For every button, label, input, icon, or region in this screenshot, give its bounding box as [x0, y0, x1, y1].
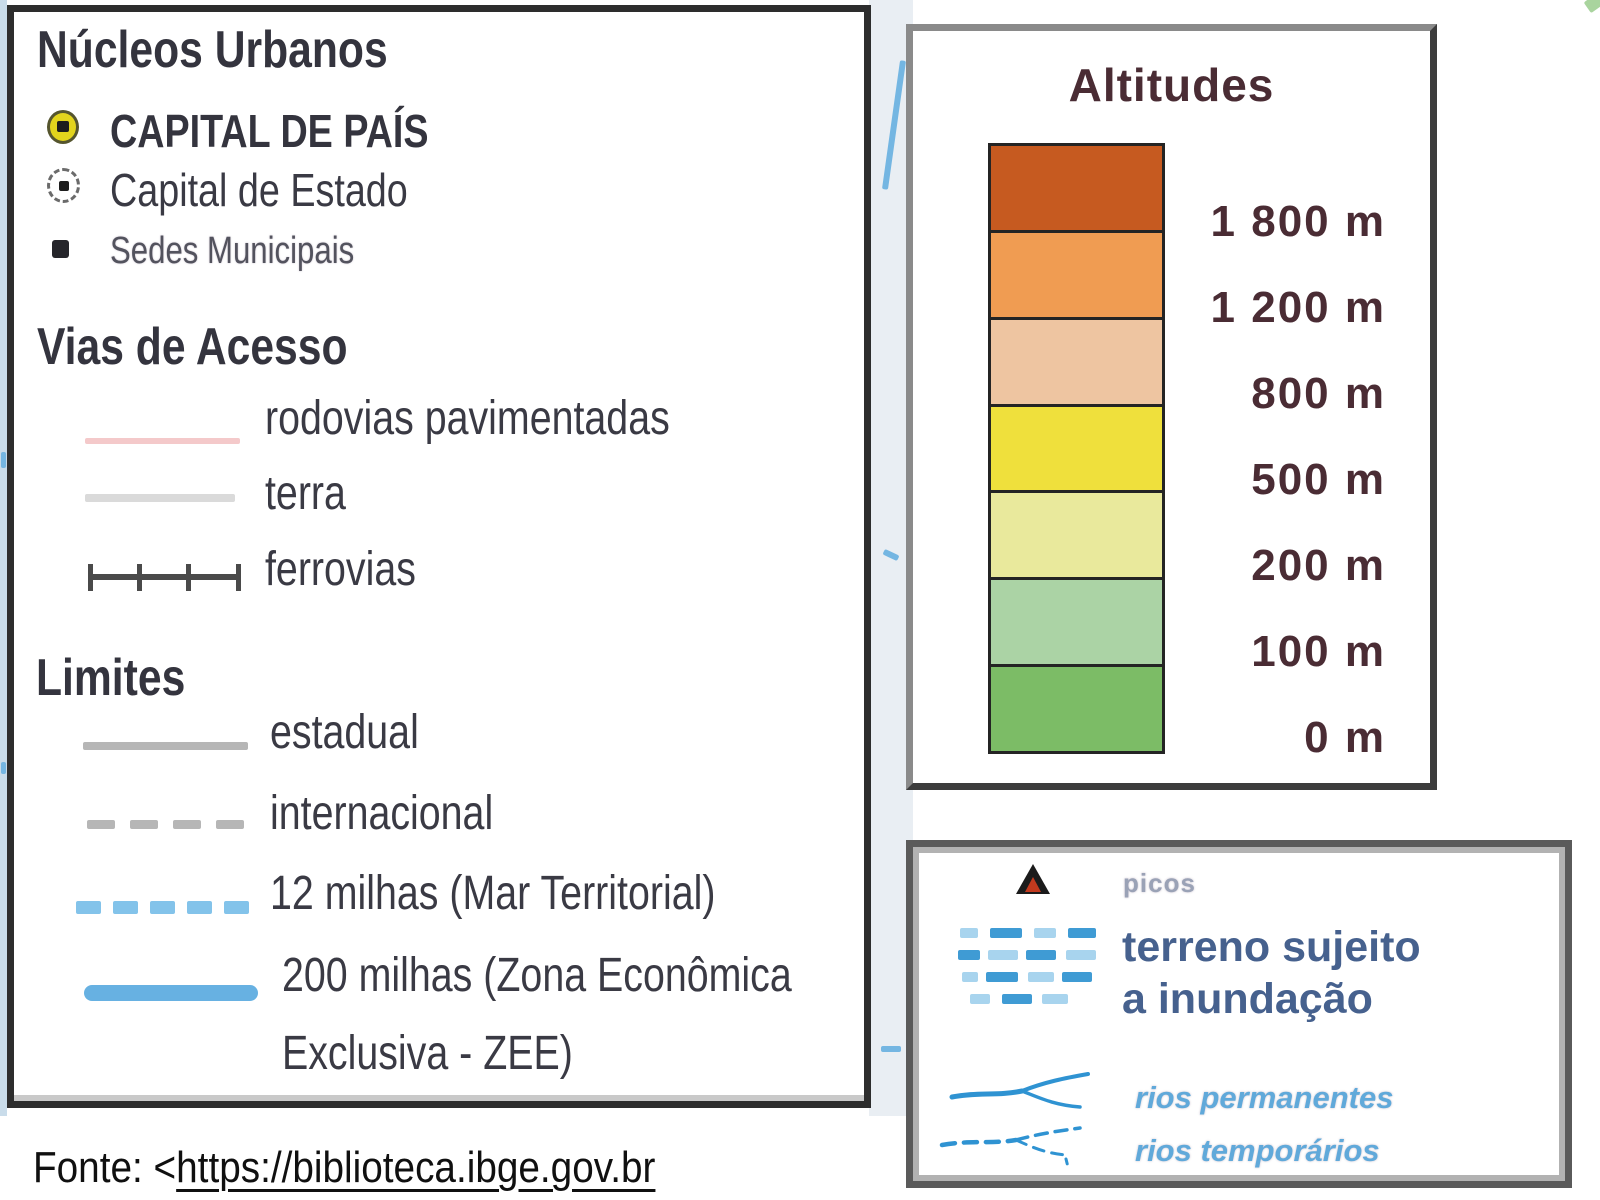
river-fragment: [1, 452, 6, 468]
international-boundary-line: [87, 820, 244, 829]
altitude-swatch-800: [991, 319, 1162, 407]
legend-item-200-milhas-line1: 200 milhas (Zona Econômica: [282, 949, 792, 1002]
permanent-river-icon: [949, 1072, 1090, 1109]
state-boundary-line: [83, 742, 248, 750]
legend-item-rios-temporarios: rios temporários: [1135, 1133, 1380, 1168]
railway-tick: [186, 564, 191, 591]
river-fragment: [1, 762, 6, 774]
source-link[interactable]: https://biblioteca.ibge.gov.br: [176, 1143, 656, 1192]
railway-tick: [137, 564, 142, 591]
dirt-road-line: [85, 494, 235, 502]
altitude-label-200: 200 m: [1251, 541, 1386, 590]
flood-terrain-icon: [958, 928, 1108, 1008]
peak-fill: [1025, 877, 1041, 892]
legend-item-estadual: estadual: [270, 706, 419, 759]
section-title-vias-de-acesso: Vias de Acesso: [37, 318, 348, 376]
source-caption: Fonte: <https://biblioteca.ibge.gov.br: [33, 1146, 655, 1190]
altitude-swatch-200: [991, 493, 1162, 581]
section-title-limites: Limites: [36, 649, 186, 707]
altitude-swatch-0: [991, 667, 1162, 752]
section-title-nucleos-urbanos: Núcleos Urbanos: [37, 21, 388, 79]
altitude-swatch-1800: [991, 146, 1162, 233]
altitude-label-0: 0 m: [1304, 713, 1386, 762]
altitude-label-800: 800 m: [1251, 369, 1386, 418]
map-fragment-corner: [1583, 0, 1600, 14]
capital-dot: [59, 181, 69, 191]
legend-item-terra: terra: [265, 467, 346, 520]
map-edge-sliver-left: [0, 0, 7, 1116]
altitude-swatch-500: [991, 406, 1162, 494]
paved-road-line: [85, 438, 240, 444]
railway-tick: [236, 564, 241, 591]
economic-zone-line: [84, 985, 258, 1001]
legend-item-rios-permanentes: rios permanentes: [1135, 1080, 1394, 1115]
legend-item-inundacao-line2: a inundação: [1122, 975, 1373, 1023]
map-edge-sliver-middle: [869, 0, 913, 1116]
map-legend-panel: Núcleos Urbanos CAPITAL DE PAÍS Capital …: [7, 5, 871, 1108]
peak-icon: [1016, 864, 1050, 895]
legend-item-capital-pais: CAPITAL DE PAÍS: [110, 105, 429, 157]
altitude-label-1200: 1 200 m: [1210, 283, 1386, 332]
altitude-color-scale: [988, 143, 1165, 754]
legend-item-inundacao-line1: terreno sujeito: [1122, 923, 1421, 971]
legend-item-ferrovias: ferrovias: [265, 543, 416, 596]
municipal-seat-icon: [52, 240, 69, 258]
legend-item-200-milhas-line2: Exclusiva - ZEE): [282, 1027, 573, 1080]
altitude-swatch-1200: [991, 232, 1162, 320]
capital-dot: [57, 121, 69, 132]
altitude-label-100: 100 m: [1251, 627, 1386, 676]
altitude-label-1800: 1 800 m: [1210, 197, 1386, 246]
river-fragment: [882, 548, 900, 562]
terrain-legend-panel: picos terreno sujeito a inundação rios p…: [906, 840, 1572, 1188]
altitude-swatch-100: [991, 580, 1162, 668]
temporary-river-icon: [939, 1126, 1082, 1169]
altitude-label-500: 500 m: [1251, 455, 1386, 504]
river-fragment: [881, 1046, 901, 1052]
country-capital-icon: [47, 110, 79, 144]
territorial-sea-line: [76, 901, 249, 914]
railway-line: [88, 564, 241, 591]
legend-item-12-milhas: 12 milhas (Mar Territorial): [270, 867, 716, 920]
railway-bar: [88, 574, 241, 580]
source-prefix: Fonte: <: [33, 1143, 177, 1192]
legend-item-internacional: internacional: [270, 787, 494, 840]
legend-item-capital-estado: Capital de Estado: [110, 164, 408, 216]
legend-item-picos: picos: [1123, 868, 1196, 898]
railway-tick: [88, 564, 93, 591]
river-fragment: [881, 60, 907, 190]
altitudes-legend-panel: Altitudes 1 800 m 1 200 m 800 m 500 m 20…: [906, 24, 1437, 790]
legend-item-rodovias: rodovias pavimentadas: [265, 392, 670, 445]
state-capital-icon: [47, 168, 80, 203]
altitudes-title: Altitudes: [1068, 59, 1275, 111]
legend-item-sedes-municipais: Sedes Municipais: [110, 230, 355, 272]
